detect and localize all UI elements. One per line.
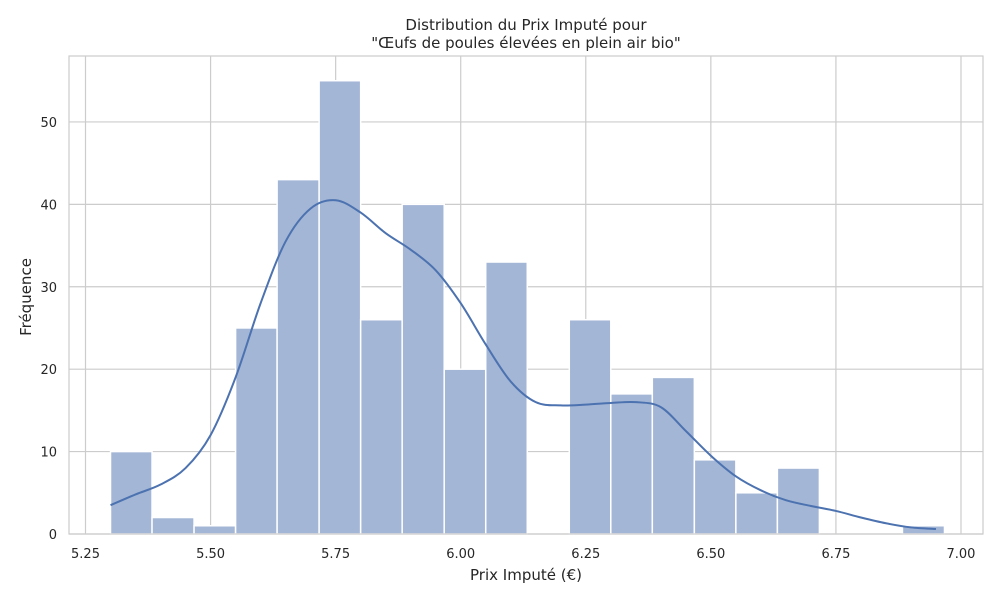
histogram-bar-11	[568, 318, 612, 535]
y-tick-label-4: 40	[40, 198, 57, 213]
x-tick-label-1: 5.50	[196, 547, 225, 562]
y-tick-label-3: 30	[40, 281, 57, 296]
histogram-bar-5	[318, 79, 362, 535]
y-tick-label-1: 10	[40, 446, 57, 461]
histogram-bar-4	[276, 178, 320, 535]
histogram-bar-16	[776, 467, 821, 535]
histogram-bar-1	[151, 516, 195, 535]
histogram-bar-6	[359, 318, 403, 535]
x-tick-label-7: 7.00	[947, 547, 976, 562]
histogram-bar-12	[610, 393, 654, 535]
x-tick-label-2: 5.75	[321, 547, 350, 562]
y-axis-label: Fréquence	[17, 258, 35, 336]
plot-frame	[68, 55, 984, 535]
y-tick-label-0: 0	[49, 528, 57, 543]
x-tick-label-5: 6.50	[696, 547, 725, 562]
histogram-bar-15	[735, 492, 779, 535]
x-tick-label-4: 6.25	[571, 547, 600, 562]
x-tick-label-6: 6.75	[821, 547, 850, 562]
y-axis-ticks: 0 10 20 30 40 50	[40, 116, 57, 543]
histogram-bar-9	[484, 261, 529, 535]
x-tick-label-3: 6.00	[446, 547, 475, 562]
x-axis-label: Prix Imputé (€)	[470, 566, 582, 584]
histogram-bar-7	[401, 203, 445, 535]
histogram-bar-2	[193, 525, 237, 535]
y-tick-label-2: 20	[40, 363, 57, 378]
y-tick-label-5: 50	[40, 116, 57, 131]
histogram-bar-0	[109, 450, 153, 535]
kde-curve	[110, 199, 937, 531]
chart-title-line2: "Œufs de poules élevées en plein air bio…	[371, 34, 681, 52]
x-tick-label-0: 5.25	[71, 547, 100, 562]
grid-lines	[69, 56, 983, 535]
chart-title-line1: Distribution du Prix Imputé pour	[405, 16, 647, 34]
histogram-bars	[109, 79, 946, 535]
histogram-bar-13	[651, 376, 696, 535]
x-axis-ticks: 5.25 5.50 5.75 6.00 6.25 6.50 6.75 7.00	[71, 547, 975, 562]
histogram-bar-8	[443, 368, 487, 535]
